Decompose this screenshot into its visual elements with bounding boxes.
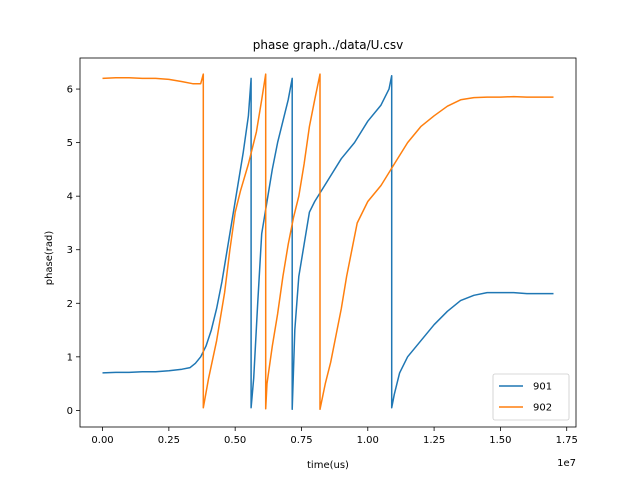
x-axis-ticks: 0.00 0.25 0.50 0.75 1.00 1.25 1.50 1.75 [91, 427, 578, 446]
y-axis-label: phase(rad) [44, 231, 55, 286]
plot-frame [79, 57, 577, 428]
legend: 901 902 [492, 373, 570, 421]
x-tick-label: 0.00 [91, 435, 113, 446]
x-axis-offset-label: 1e7 [557, 458, 576, 469]
series-line-902 [102, 73, 554, 411]
y-tick-label: 3 [67, 245, 73, 256]
x-tick-label: 0.75 [290, 435, 312, 446]
x-tick-label: 1.00 [357, 435, 379, 446]
series-layer [102, 73, 554, 411]
x-tick-label: 0.25 [158, 435, 180, 446]
x-tick-label: 1.50 [489, 435, 511, 446]
y-tick-label: 0 [67, 406, 73, 417]
legend-label-902: 902 [533, 403, 552, 414]
y-tick-label: 1 [67, 352, 73, 363]
y-tick-label: 6 [67, 85, 73, 96]
x-tick-label: 1.75 [556, 435, 578, 446]
y-tick-label: 4 [67, 192, 73, 203]
y-tick-label: 5 [67, 138, 73, 149]
y-tick-label: 2 [67, 299, 73, 310]
y-axis-ticks: 0 1 2 3 4 5 6 [67, 85, 80, 417]
plot-area [79, 57, 577, 428]
x-tick-label: 0.50 [224, 435, 246, 446]
chart-title: phase graph../data/U.csv [253, 38, 403, 52]
x-tick-label: 1.25 [423, 435, 445, 446]
legend-label-901: 901 [533, 382, 552, 393]
x-axis-label: time(us) [307, 460, 349, 471]
legend-box [492, 373, 570, 421]
